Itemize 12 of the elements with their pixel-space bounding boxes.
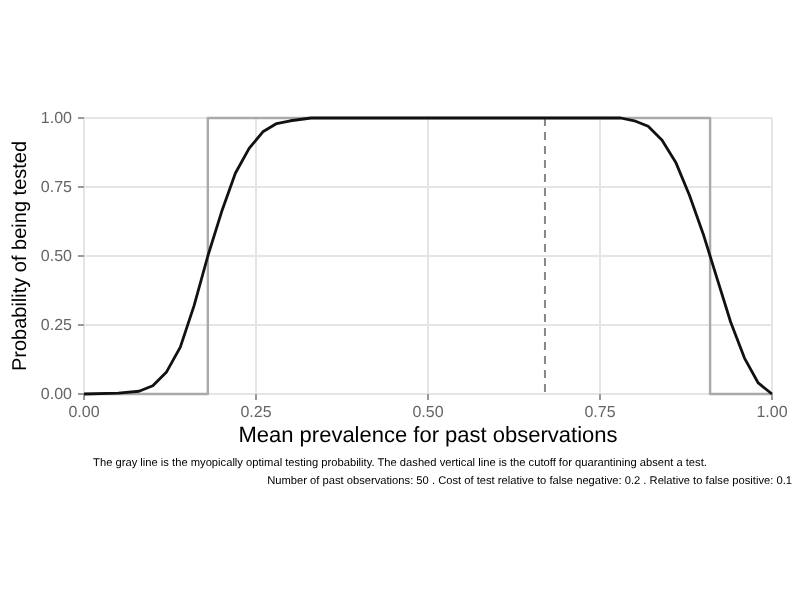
x-tick-label: 1.00 [756, 403, 789, 422]
x-tick-label: 0.75 [584, 403, 617, 422]
x-tick-label: 0.50 [412, 403, 445, 422]
x-tick-label: 0.25 [240, 403, 273, 422]
x-tick-label: 0.00 [68, 403, 101, 422]
y-tick-label: 1.00 [40, 109, 74, 128]
y-tick-label: 0.75 [40, 178, 74, 197]
y-tick-label: 0.50 [40, 247, 74, 266]
y-tick-label: 0.25 [40, 316, 74, 335]
x-axis-title: Mean prevalence for past observations [238, 424, 619, 448]
y-axis-title: Probability of being tested [10, 140, 32, 372]
y-tick-label: 0.00 [40, 385, 74, 404]
